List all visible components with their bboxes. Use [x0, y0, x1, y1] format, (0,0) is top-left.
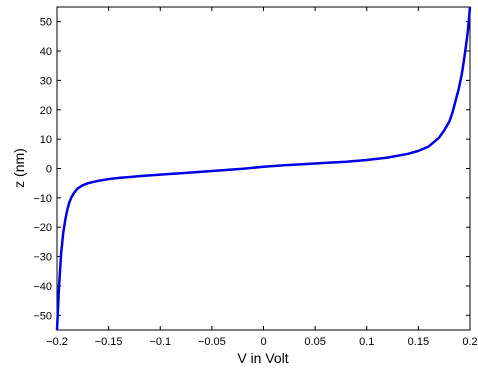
y-axis-ticks: −50 −40 −30 −20 −10 0 10 20 30 40 50	[33, 17, 470, 322]
x-axis-ticks: −0.2 −0.15 −0.1 −0.05 0 0.05 0.1 0.15 0.2	[46, 7, 478, 348]
x-tick-label: 0.2	[462, 336, 477, 348]
x-tick-label: 0.15	[408, 336, 429, 348]
y-tick-label: 30	[40, 75, 52, 87]
x-tick-label: −0.2	[46, 336, 68, 348]
x-tick-label: −0.15	[95, 336, 123, 348]
plot-area	[56, 6, 471, 331]
y-tick-label: 50	[40, 17, 52, 29]
y-axis-label: z (nm)	[11, 148, 27, 188]
y-tick-label: 20	[40, 105, 52, 117]
x-axis-label: V in Volt	[237, 350, 288, 366]
y-tick-label: −10	[33, 193, 52, 205]
y-tick-label: −50	[33, 310, 52, 322]
series-group	[55, 6, 472, 331]
series-line	[55, 6, 472, 331]
x-tick-label: −0.1	[149, 336, 171, 348]
x-tick-label: 0	[260, 336, 266, 348]
y-tick-label: −30	[33, 252, 52, 264]
y-tick-label: −20	[33, 222, 52, 234]
y-tick-label: 40	[40, 46, 52, 58]
y-tick-label: −40	[33, 281, 52, 293]
x-tick-label: 0.1	[359, 336, 374, 348]
x-tick-label: −0.05	[198, 336, 226, 348]
x-tick-label: 0.05	[304, 336, 325, 348]
y-tick-label: 0	[46, 164, 52, 176]
y-tick-label: 10	[40, 134, 52, 146]
